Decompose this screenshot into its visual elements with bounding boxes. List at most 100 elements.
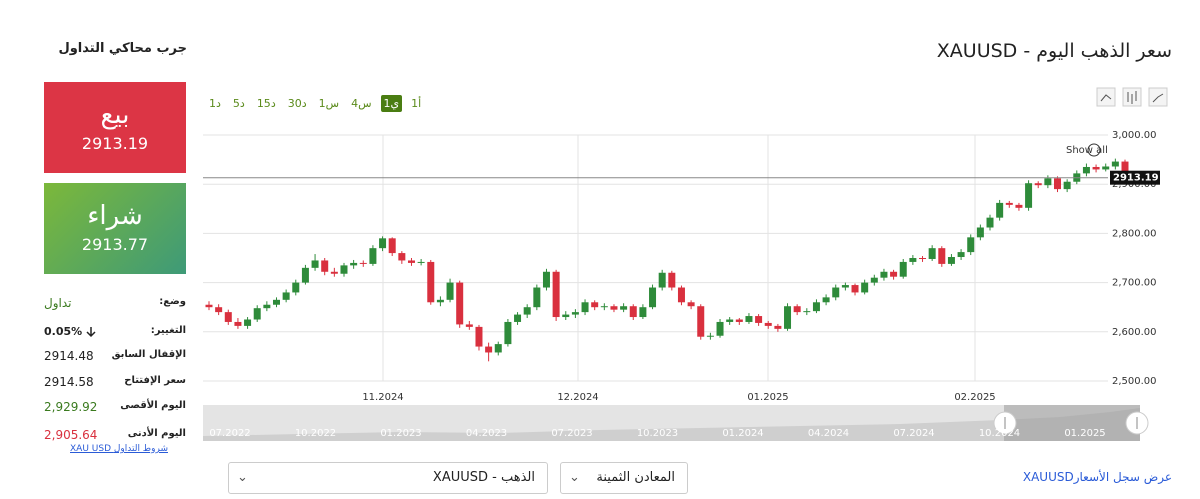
candle-body: [629, 306, 637, 318]
x-tick-label: 02.2025: [954, 392, 995, 403]
candle-body: [244, 319, 252, 326]
select-text: XAUUSD - الذهب: [432, 470, 535, 485]
candle-body: [591, 302, 599, 308]
timeframe-button[interactable]: 5د: [232, 97, 245, 110]
candle-body: [755, 316, 763, 323]
candle-body: [475, 326, 483, 347]
candle-body: [311, 260, 319, 268]
navigator-label: 10.2023: [637, 428, 678, 439]
candle-body: [976, 227, 984, 238]
candle-body: [436, 299, 444, 303]
candle-body: [832, 287, 840, 298]
sell-label: بيع: [100, 100, 130, 130]
candle-body: [514, 314, 522, 322]
timeframes: 1د 5د 15د 30د 1س 4س 1ي 1أ: [206, 92, 430, 112]
candle-body: [909, 258, 917, 262]
candle-body: [1102, 166, 1110, 170]
y-tick-label: 3,000.00: [1112, 130, 1157, 141]
candle-body: [870, 277, 878, 283]
candle-body: [726, 319, 734, 322]
candle-body: [369, 248, 377, 264]
timeframe-button[interactable]: 1د: [209, 97, 221, 110]
candle-body: [861, 282, 869, 293]
timeframe-button[interactable]: 30د: [287, 97, 307, 110]
candle-body: [1092, 166, 1100, 170]
candle-body: [1025, 183, 1033, 208]
show-all[interactable]: Show all: [1066, 145, 1108, 156]
tool-icon[interactable]: [1096, 87, 1116, 107]
info-label: وضع:: [159, 296, 186, 307]
select-text: المعادن الثمينة: [596, 470, 675, 485]
candle-body: [263, 304, 271, 309]
candle-body: [552, 271, 560, 318]
candle-body: [1005, 202, 1013, 205]
navigator-label: 04.2024: [808, 428, 849, 439]
down-arrow: [86, 327, 96, 338]
timeframe-button[interactable]: 1أ: [411, 97, 422, 110]
candle-body: [793, 306, 801, 313]
timeframe-button[interactable]: 4س: [351, 97, 372, 110]
info-row: اليوم الأقصى 2,929.92: [44, 400, 186, 420]
buy-price: 2913.77: [81, 235, 149, 254]
candle-body: [379, 238, 387, 249]
navigator-label: 01.2024: [722, 428, 763, 439]
candle-body: [735, 319, 743, 322]
history-link[interactable]: XAUUSDعرض سجل الأسعار: [1022, 470, 1172, 484]
info-value: 2,905.64: [44, 428, 98, 442]
candle-body: [986, 217, 994, 228]
candle-body: [716, 321, 724, 336]
candle-body: [620, 306, 628, 310]
info-value: 2914.48: [44, 349, 94, 363]
navigator-label: 10.2024: [979, 428, 1020, 439]
candle-body: [417, 261, 425, 263]
candle-body: [282, 292, 290, 300]
navigator-range[interactable]: [1004, 405, 1140, 441]
price-tag-label: 2913.19: [1113, 173, 1159, 184]
candle-body: [542, 271, 550, 288]
candle-body: [388, 238, 396, 254]
group-select[interactable]: ⌄ المعادن الثمينة: [560, 462, 688, 494]
show-all-icon[interactable]: [1087, 143, 1101, 157]
symbol-select[interactable]: ⌄ XAUUSD - الذهب: [228, 462, 548, 494]
navigator-label: 01.2023: [380, 428, 421, 439]
page-title: سعر الذهب اليوم - XAUUSD: [936, 40, 1172, 62]
candle-body: [292, 282, 300, 293]
candle-body: [465, 324, 473, 327]
candle-body: [1082, 166, 1090, 174]
candle-body: [890, 271, 898, 277]
candle-body: [321, 260, 329, 272]
candle-body: [330, 271, 338, 274]
candle-body: [485, 346, 493, 353]
info-value: 2,929.92: [44, 400, 98, 414]
candle-body: [812, 302, 820, 312]
candle-body: [205, 304, 213, 308]
info-label: اليوم الأدنى: [127, 428, 186, 439]
x-tick-label: 01.2025: [747, 392, 788, 403]
price-tag: [1110, 170, 1160, 185]
navigator-label: 01.2025: [1064, 428, 1105, 439]
timeframe-button[interactable]: 15د: [256, 97, 276, 110]
navigator-label: 04.2023: [466, 428, 507, 439]
info-label: التغيير:: [150, 325, 186, 336]
candle-body: [1063, 181, 1071, 190]
sell-button[interactable]: بيع 2913.19: [44, 82, 186, 173]
candle-body: [253, 308, 261, 320]
terms-link[interactable]: XAU USD شروط التداول: [70, 444, 168, 454]
navigator-label: 07.2024: [893, 428, 934, 439]
candle-body: [784, 306, 792, 329]
icon-glyph: [1100, 94, 1112, 102]
timeframe-button[interactable]: 1ي: [380, 95, 403, 112]
timeframe-button[interactable]: 1س: [318, 97, 340, 110]
y-tick-label: 2,500.00: [1112, 376, 1157, 387]
info-value: 2914.58: [44, 375, 94, 389]
x-tick-label: 11.2024: [362, 392, 403, 403]
candle-body: [967, 237, 975, 253]
candle-body: [1054, 178, 1062, 190]
navigator-label: 07.2022: [209, 428, 250, 439]
buy-button[interactable]: شراء 2913.77: [44, 183, 186, 274]
candle-body: [803, 311, 811, 313]
candle-body: [880, 271, 888, 278]
candle-body: [446, 282, 454, 300]
info-row: التغيير: 0.05%: [44, 325, 186, 345]
